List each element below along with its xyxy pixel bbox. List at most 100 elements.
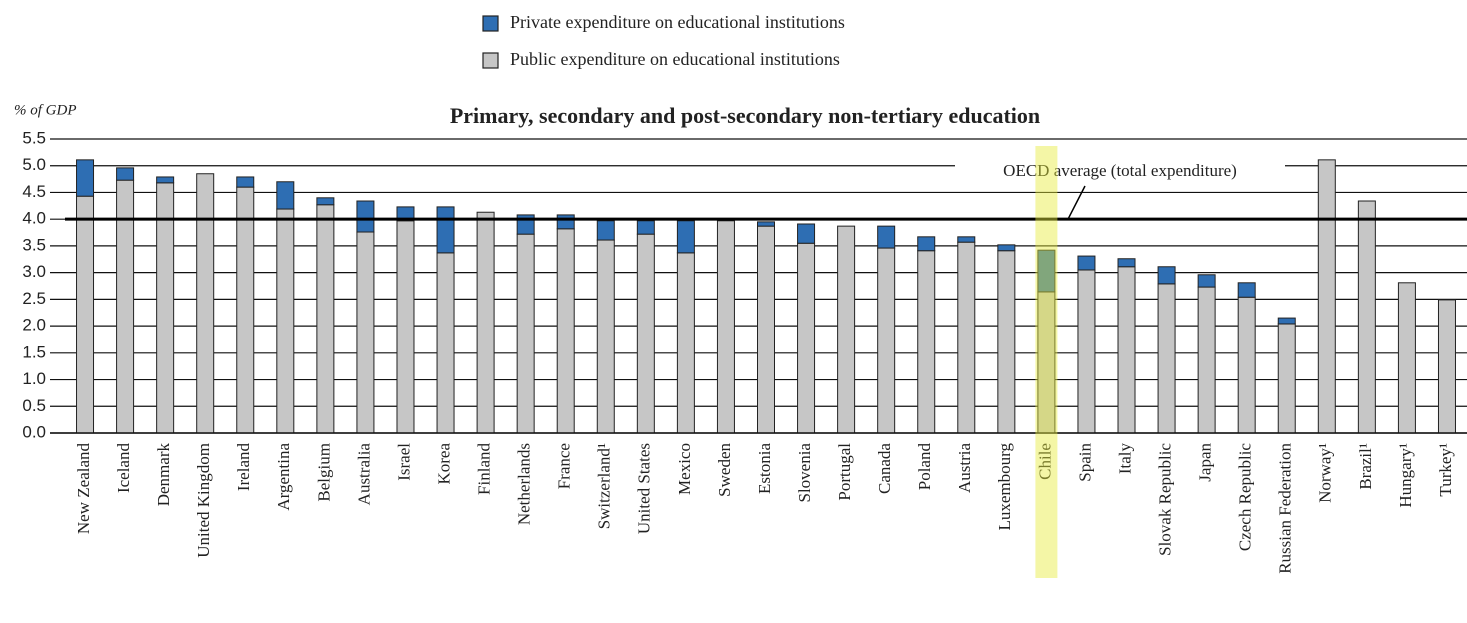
- legend-label: Public expenditure on educational instit…: [510, 49, 840, 69]
- bar-segment: [917, 250, 936, 434]
- bar-segment: [957, 236, 976, 243]
- bar-segment: [1437, 299, 1456, 434]
- y-tick-label: 2.0: [22, 316, 46, 335]
- bar-segment: [997, 250, 1016, 434]
- highlight-band: [1035, 146, 1058, 578]
- x-tick-label: Finland: [475, 443, 494, 495]
- bar-segment: [1197, 286, 1216, 434]
- bar-segment: [196, 173, 215, 434]
- x-tick-label: Switzerland¹: [595, 443, 614, 529]
- x-tick-label: Italy: [1115, 443, 1134, 475]
- x-tick-label: Estonia: [755, 443, 774, 494]
- bar-segment: [877, 225, 896, 249]
- y-tick-label: 4.5: [22, 182, 46, 201]
- bar-segment: [1397, 282, 1416, 434]
- x-tick-label: Portugal: [835, 443, 854, 501]
- bar-segment: [757, 221, 775, 227]
- chart-title: Primary, secondary and post-secondary no…: [450, 103, 1040, 128]
- bar-segment: [676, 252, 695, 434]
- legend-swatch: [482, 15, 499, 32]
- bar-segment: [797, 242, 816, 434]
- x-tick-label: France: [555, 443, 574, 489]
- bar-segment: [1157, 266, 1176, 285]
- y-axis-label: % of GDP: [14, 102, 77, 118]
- bar-segment: [596, 220, 615, 241]
- x-tick-label: United States: [635, 443, 654, 534]
- y-tick-label: 0.5: [22, 396, 46, 415]
- legend-label: Private expenditure on educational insti…: [510, 12, 845, 32]
- bar-segment: [1357, 200, 1376, 434]
- x-tick-label: Norway¹: [1316, 443, 1335, 503]
- y-tick-label: 2.5: [22, 289, 46, 308]
- bar-segment: [76, 159, 95, 197]
- bar-segment: [1277, 317, 1296, 325]
- x-tick-label: Japan: [1196, 443, 1215, 482]
- x-tick-label: Sweden: [715, 443, 734, 497]
- bar-segment: [276, 181, 295, 210]
- x-tick-label: Poland: [915, 443, 934, 491]
- x-tick-label: Ireland: [234, 443, 253, 492]
- annotation-bg: [955, 159, 1285, 185]
- bar-segment: [436, 206, 455, 254]
- annotation: OECD average (total expenditure): [1003, 161, 1237, 180]
- bar-segment: [997, 244, 1016, 252]
- bar-segment: [1157, 283, 1176, 434]
- bar-segment: [1197, 274, 1216, 288]
- x-tick-label: Luxembourg: [995, 443, 1014, 531]
- x-tick-label: Belgium: [314, 443, 333, 502]
- x-tick-label: Denmark: [154, 443, 173, 507]
- x-tick-label: Argentina: [274, 443, 293, 511]
- bar-segment: [1077, 269, 1096, 434]
- bar-segment: [957, 241, 976, 434]
- bar-segment: [356, 200, 375, 233]
- bar-segment: [636, 220, 655, 235]
- bar-segment: [276, 208, 295, 434]
- bar-segment: [556, 228, 575, 434]
- y-tick-label: 5.5: [22, 128, 46, 147]
- bar-segment: [917, 236, 936, 252]
- bar-segment: [476, 211, 495, 434]
- y-tick-label: 1.0: [22, 369, 46, 388]
- bar-segment: [797, 223, 816, 244]
- x-tick-label: Slovenia: [795, 443, 814, 503]
- y-tick-label: 3.5: [22, 235, 46, 254]
- bar-segment: [1237, 282, 1256, 298]
- x-tick-label: Czech Republic: [1236, 443, 1255, 552]
- legend-swatch: [482, 52, 499, 69]
- bar-segment: [1117, 266, 1136, 434]
- x-tick-label: Netherlands: [515, 443, 534, 525]
- x-tick-label: United Kingdom: [194, 443, 213, 558]
- x-tick-label: Mexico: [675, 443, 694, 495]
- bar-segment: [316, 197, 335, 206]
- x-tick-label: Chile: [1035, 443, 1054, 480]
- bar-segment: [156, 176, 175, 184]
- x-tick-label: Slovak Republic: [1155, 443, 1174, 556]
- x-tick-label: Israel: [394, 443, 413, 481]
- bar-segment: [356, 231, 375, 434]
- bar-segment: [556, 214, 575, 230]
- bar-segment: [236, 176, 255, 188]
- bar-segment: [396, 220, 415, 434]
- x-tick-label: Hungary¹: [1396, 443, 1415, 508]
- bar-segment: [877, 247, 896, 434]
- bar-segment: [837, 225, 856, 434]
- bar-segment: [396, 206, 415, 222]
- bar-segment: [1117, 258, 1136, 268]
- x-tick-label: Spain: [1075, 443, 1094, 482]
- bar-segment: [676, 220, 695, 254]
- bar-segment: [757, 225, 775, 434]
- annotation-leader: [1067, 185, 1086, 220]
- bar-segment: [316, 204, 335, 434]
- y-tick-label: 1.5: [22, 342, 46, 361]
- x-tick-label: New Zealand: [74, 443, 93, 535]
- bar-segment: [76, 195, 95, 434]
- x-tick-label: Russian Federation: [1276, 443, 1295, 574]
- x-tick-label: Turkey¹: [1436, 443, 1455, 497]
- x-tick-label: Korea: [434, 443, 453, 485]
- bar-segment: [716, 220, 735, 434]
- bar-segment: [516, 233, 535, 434]
- y-tick-label: 3.0: [22, 262, 46, 281]
- bar-segment: [1237, 296, 1256, 434]
- x-tick-label: Austria: [955, 443, 974, 494]
- y-tick-label: 0.0: [22, 422, 46, 441]
